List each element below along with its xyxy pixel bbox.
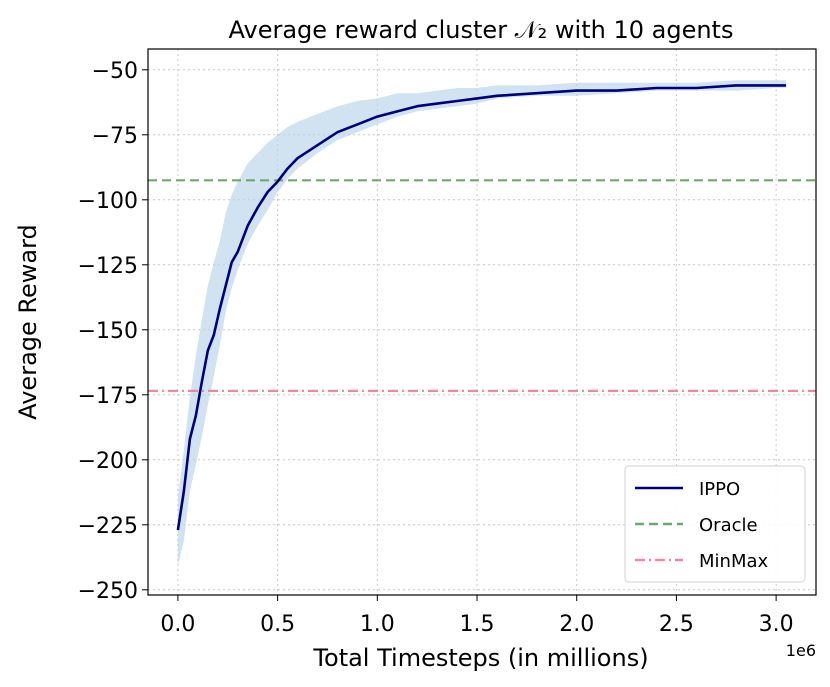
x-axis-title: Total Timesteps (in millions) [312, 644, 648, 672]
y-tick-label: −75 [92, 124, 138, 149]
x-tick-label: 0.5 [260, 612, 295, 637]
x-tick-label: 0.0 [160, 612, 195, 637]
legend-box [624, 465, 806, 583]
y-tick-label: −225 [78, 514, 138, 539]
ippo-line [176, 84, 787, 531]
y-tick-label: −200 [78, 449, 138, 474]
x-axis-multiplier: 1e6 [786, 641, 816, 660]
y-tick-label: −150 [78, 319, 138, 344]
x-tick-label: 2.5 [659, 612, 694, 637]
legend-label: IPPO [699, 479, 740, 500]
y-axis-ticks: −50 −75 −100 −125 −150 −175 −200 −225 −250 [78, 59, 148, 604]
x-tick-label: 3.0 [759, 612, 794, 637]
y-tick-label: −100 [78, 189, 138, 214]
y-tick-label: −125 [78, 254, 138, 279]
chart-title: Average reward cluster 𝒩₂ with 10 agents [229, 16, 734, 44]
legend: IPPO Oracle MinMax [624, 465, 806, 583]
y-tick-label: −50 [92, 59, 138, 84]
x-axis-ticks: 0.0 0.5 1.0 1.5 2.0 2.5 3.0 [160, 595, 794, 637]
y-tick-label: −175 [78, 384, 138, 409]
x-tick-label: 1.5 [460, 612, 495, 637]
x-tick-label: 1.0 [360, 612, 395, 637]
y-tick-label: −250 [78, 579, 138, 604]
reference-lines [148, 179, 816, 392]
plot-frame [147, 48, 817, 596]
x-tick-label: 2.0 [559, 612, 594, 637]
y-axis-title: Average Reward [14, 224, 42, 420]
legend-label: MinMax [699, 551, 769, 572]
legend-label: Oracle [699, 515, 758, 536]
